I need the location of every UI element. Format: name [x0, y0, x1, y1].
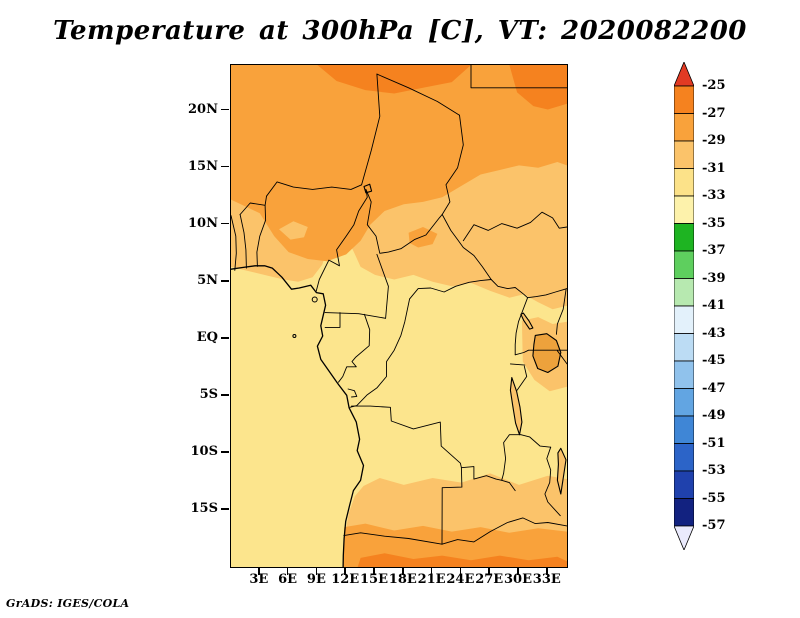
colorbar: -25 -27 -29 -31 -33 -35 -37 -39 -41 -43 -45 -47 -49 -…: [674, 62, 784, 562]
x-axis-tick-label: 12E: [331, 572, 360, 587]
x-axis-tick-label: 15E: [360, 572, 388, 587]
colorbar-tick-label: -45: [702, 353, 726, 368]
y-axis-tick-mark: [221, 222, 229, 225]
x-axis-tick-mark: [344, 567, 346, 575]
y-axis-tick-label: 15N: [188, 158, 218, 174]
colorbar-scale: [674, 62, 694, 550]
colorbar-tick-label: -33: [702, 188, 726, 203]
x-axis-tick-label: 9E: [306, 572, 326, 587]
colorbar-tick-label: -57: [702, 518, 726, 533]
x-axis-tick-mark: [286, 567, 289, 575]
colorbar-tick-label: -25: [702, 78, 726, 93]
x-axis-tick-label: 33E: [532, 572, 561, 587]
x-axis-tick-label: 27E: [475, 572, 504, 587]
colorbar-tick-label: -31: [702, 160, 726, 176]
x-axis-tick-mark: [488, 567, 490, 575]
y-axis-tick-label: 10S: [190, 443, 218, 459]
colorbar-tick-label: -55: [702, 490, 726, 506]
temperature-map: [231, 65, 567, 567]
y-axis-tick-mark: [221, 508, 229, 510]
colorbar-tick-label: -43: [702, 325, 726, 341]
y-axis-tick-mark: [221, 394, 229, 396]
colorbar-tick-label: -41: [702, 298, 726, 313]
colorbar-tick-label: -47: [702, 380, 726, 396]
colorbar-tick-label: -49: [702, 408, 726, 423]
x-axis-tick-mark: [373, 567, 375, 575]
y-axis-tick-mark: [221, 165, 229, 168]
x-axis-tick-label: 30E: [504, 572, 532, 587]
colorbar-tick-label: -29: [702, 133, 726, 148]
x-axis-tick-mark: [315, 567, 318, 575]
plot-title: Temperature at 300hPa [C], VT: 202008220…: [53, 16, 747, 46]
colorbar-tick-label: -37: [702, 243, 726, 258]
y-axis-tick-label: 20N: [188, 101, 218, 117]
y-axis-tick-label: 15S: [190, 500, 218, 516]
y-axis-tick-mark: [221, 337, 229, 339]
y-axis-tick-mark: [221, 108, 229, 111]
y-axis-tick-label: 5S: [199, 386, 218, 402]
y-axis-tick-label: EQ: [196, 329, 218, 345]
map-plot-area: [230, 64, 568, 568]
y-axis-tick-mark: [221, 280, 229, 282]
x-axis-tick-label: 3E: [249, 572, 269, 587]
x-axis-tick-mark: [546, 567, 548, 575]
y-axis-tick-label: 5N: [197, 272, 218, 288]
x-axis-tick-label: 21E: [417, 572, 446, 587]
x-axis-tick-label: 18E: [388, 572, 417, 587]
colorbar-tick-label: -53: [702, 463, 726, 478]
x-axis-tick-label: 6E: [278, 572, 298, 587]
colorbar-tick-label: -51: [702, 435, 726, 451]
colorbar-tick-label: -27: [702, 105, 726, 121]
x-axis-tick-mark: [517, 567, 519, 575]
colorbar-tick-label: -35: [702, 215, 726, 231]
credits-text: GrADS: IGES/COLA: [6, 597, 130, 610]
x-axis-tick-mark: [459, 567, 462, 575]
x-axis-tick-mark: [402, 567, 404, 575]
y-axis-tick-mark: [221, 451, 229, 453]
colorbar-tick-label: -39: [702, 270, 726, 286]
y-axis-tick-label: 10N: [188, 215, 218, 231]
x-axis-tick-mark: [258, 567, 260, 575]
x-axis-tick-label: 24E: [446, 572, 475, 587]
x-axis-tick-mark: [430, 567, 433, 575]
